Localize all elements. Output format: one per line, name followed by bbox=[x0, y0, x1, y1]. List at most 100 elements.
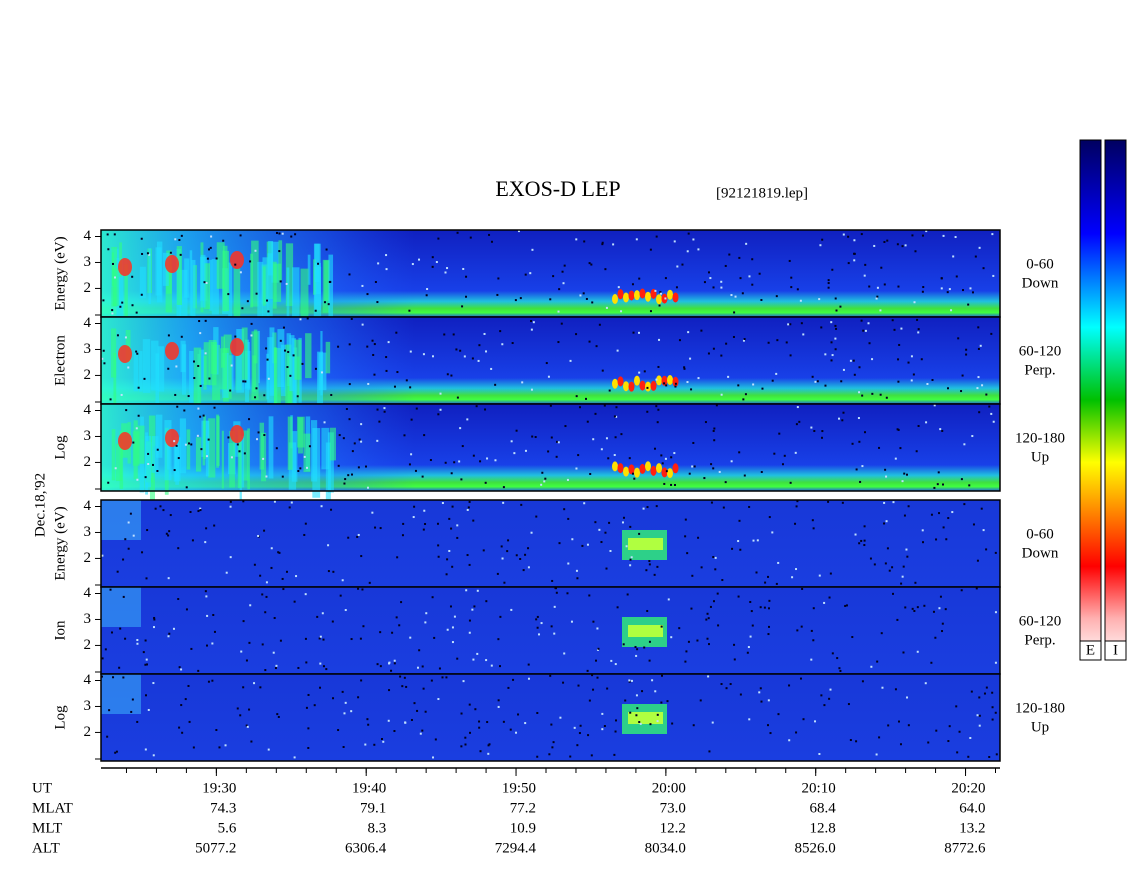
spectrum-speckle bbox=[631, 283, 634, 286]
panel-sublabel: Up bbox=[1031, 449, 1049, 465]
spectrum-speckle bbox=[153, 616, 156, 619]
spectrum-speckle bbox=[197, 407, 200, 410]
spectrum-speckle bbox=[111, 312, 114, 315]
y-tick-label: 4 bbox=[84, 228, 92, 244]
spectrum-speckle bbox=[416, 666, 419, 669]
spectrum-streak bbox=[267, 253, 273, 319]
spectrum-speckle bbox=[213, 406, 216, 409]
spectrum-speckle bbox=[670, 483, 673, 486]
spectrum-speckle bbox=[592, 688, 595, 691]
spectrum-speckle bbox=[456, 657, 459, 660]
spectrum-speckle bbox=[307, 727, 310, 730]
spectrum-speckle bbox=[281, 475, 284, 478]
spectrum-streak bbox=[312, 428, 321, 498]
spectrum-speckle bbox=[590, 263, 593, 266]
spectrum-speckle bbox=[344, 478, 347, 481]
spectrum-streak bbox=[157, 346, 165, 392]
spectrum-speckle bbox=[239, 234, 242, 237]
spectrum-speckle bbox=[388, 689, 391, 692]
spectrum-speckle bbox=[894, 457, 897, 460]
spectrum-speckle bbox=[575, 467, 578, 470]
spectrum-speckle bbox=[530, 328, 533, 331]
spectrum-speckle bbox=[724, 481, 727, 484]
spectrum-speckle bbox=[199, 415, 202, 418]
spectrum-speckle bbox=[710, 501, 713, 504]
spectrum-speckle bbox=[547, 450, 550, 453]
spectrum-speckle bbox=[901, 245, 904, 248]
spectrum-speckle bbox=[962, 289, 965, 292]
spectrum-speckle bbox=[829, 572, 832, 575]
spectrum-edge bbox=[101, 674, 141, 714]
spectrum-speckle bbox=[588, 262, 591, 265]
row-value: 8034.0 bbox=[645, 840, 686, 856]
spectrum-speckle bbox=[971, 435, 974, 438]
spectrum-speckle bbox=[622, 516, 625, 519]
y-axis-word: Ion bbox=[52, 620, 68, 640]
spectrum-speckle bbox=[456, 231, 459, 234]
spectrum-speckle bbox=[742, 339, 745, 342]
spectrum-speckle bbox=[979, 344, 982, 347]
spectrum-speckle bbox=[887, 724, 890, 727]
y-tick-label: 3 bbox=[84, 611, 92, 627]
spectrum-speckle bbox=[915, 450, 918, 453]
spectrum-speckle bbox=[207, 438, 210, 441]
spectrum-speckle bbox=[153, 618, 156, 621]
spectrum-speckle bbox=[927, 741, 930, 744]
spectrum-speckle bbox=[437, 698, 440, 701]
spectrum-speckle bbox=[466, 554, 469, 557]
spectrum-speckle bbox=[422, 528, 425, 531]
spectrum-speckle bbox=[462, 267, 465, 270]
spectrum-speckle bbox=[852, 359, 855, 362]
spectrum-speckle bbox=[891, 319, 894, 322]
spectrum-speckle bbox=[955, 705, 958, 708]
spectrum-speckle bbox=[441, 676, 444, 679]
spectrum-speckle bbox=[398, 624, 401, 627]
spectrum-speckle bbox=[113, 233, 116, 236]
spectrum-overlay bbox=[101, 404, 1000, 491]
spectrum-speckle bbox=[113, 276, 116, 279]
spectrum-speckle bbox=[752, 539, 755, 542]
spectrum-speckle bbox=[569, 359, 572, 362]
title: EXOS-D LEP bbox=[495, 176, 620, 201]
spectrum-speckle bbox=[249, 260, 252, 263]
spectrum-speckle bbox=[205, 595, 208, 598]
y-tick-label: 4 bbox=[84, 498, 92, 514]
spectrum-speckle bbox=[883, 283, 886, 286]
spectrum-speckle bbox=[101, 357, 104, 360]
spectrum-speckle bbox=[453, 615, 456, 618]
spectrum-speckle bbox=[777, 561, 780, 564]
spectrum-speckle bbox=[167, 577, 170, 580]
spectrum-speckle bbox=[451, 626, 454, 629]
spectrum-speckle bbox=[557, 310, 560, 313]
spectrum-streak bbox=[322, 259, 330, 313]
spectrum-speckle bbox=[678, 627, 681, 630]
spectrum-streak bbox=[137, 425, 145, 464]
spectrum-speckle bbox=[136, 352, 139, 355]
spectrum-speckle bbox=[551, 746, 554, 749]
spectrum-speckle bbox=[387, 719, 390, 722]
spectrum-blob bbox=[165, 255, 179, 273]
spectrum-speckle bbox=[687, 331, 690, 334]
spectrum-speckle bbox=[484, 481, 487, 484]
spectrum-speckle bbox=[436, 522, 439, 525]
spectrum-streak bbox=[111, 252, 114, 287]
spectrum-speckle bbox=[579, 294, 582, 297]
spectrum-speckle bbox=[249, 604, 252, 607]
spectrum-speckle bbox=[674, 385, 677, 388]
spectrum-speckle bbox=[136, 478, 139, 481]
spectrum-speckle bbox=[624, 699, 627, 702]
spectrum-speckle bbox=[760, 471, 763, 474]
spectrum-speckle bbox=[827, 279, 830, 282]
spectrum-speckle bbox=[229, 389, 232, 392]
spectrum-speckle bbox=[867, 322, 870, 325]
spectrum-speckle bbox=[478, 720, 481, 723]
spectrum-speckle bbox=[862, 329, 865, 332]
spectrum-streak bbox=[247, 428, 250, 490]
spectrum-speckle bbox=[530, 531, 533, 534]
spectrum-speckle bbox=[551, 579, 554, 582]
spectrum-speckle bbox=[920, 358, 923, 361]
spectrum-speckle bbox=[259, 574, 262, 577]
spectrum-speckle bbox=[617, 286, 620, 289]
spectrum-speckle bbox=[263, 394, 266, 397]
spectrum-speckle bbox=[278, 250, 281, 253]
